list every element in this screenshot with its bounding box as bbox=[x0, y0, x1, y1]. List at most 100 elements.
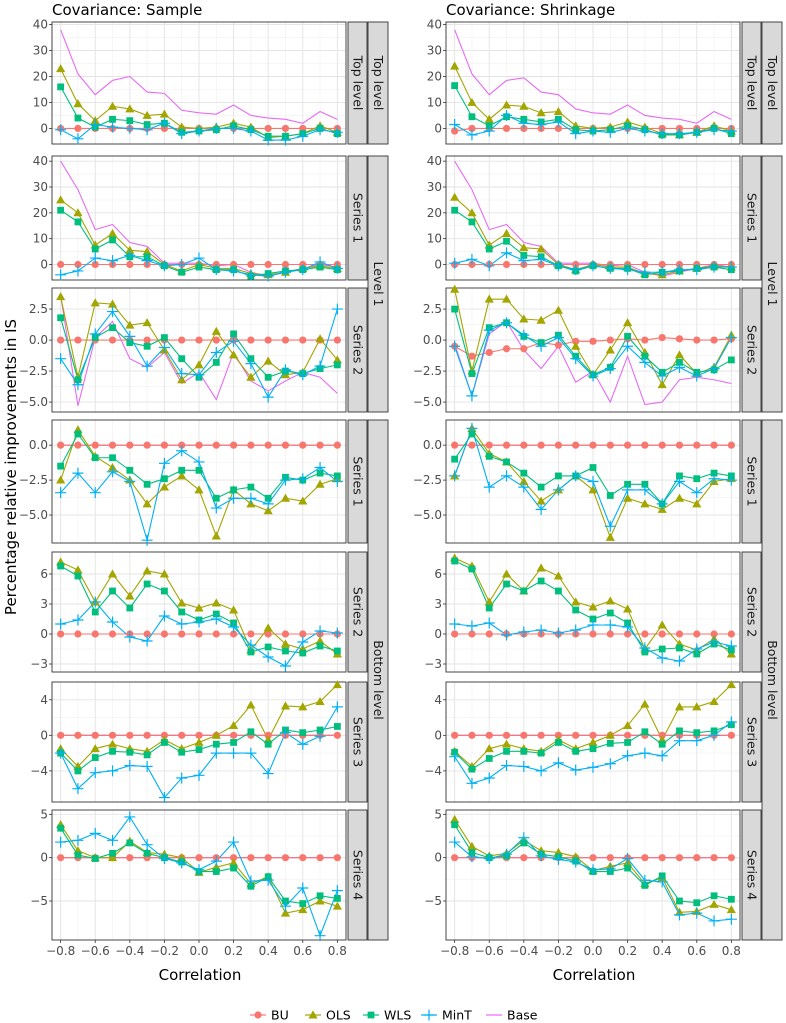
point-mint bbox=[725, 125, 737, 137]
point-mint bbox=[262, 391, 274, 403]
point-mint bbox=[193, 769, 205, 781]
point-bu bbox=[641, 441, 649, 449]
point-wls bbox=[74, 218, 82, 226]
panel-border bbox=[51, 681, 347, 803]
point-wls bbox=[468, 430, 476, 438]
point-ols bbox=[142, 566, 152, 575]
point-ols bbox=[280, 493, 291, 502]
point-wls bbox=[57, 824, 65, 832]
point-mint bbox=[262, 874, 274, 886]
point-mint bbox=[501, 247, 513, 259]
point-mint bbox=[518, 329, 530, 341]
point-wls bbox=[727, 356, 735, 364]
point-wls bbox=[230, 486, 237, 494]
point-bu bbox=[675, 441, 684, 449]
y-tick-label: 20 bbox=[33, 206, 48, 220]
point-ols bbox=[280, 701, 291, 710]
point-ols bbox=[56, 195, 66, 204]
point-wls bbox=[91, 855, 99, 862]
y-tick-label: 0.0 bbox=[29, 438, 48, 452]
point-bu bbox=[502, 260, 511, 269]
point-bu bbox=[281, 124, 290, 133]
y-tick-label: −3 bbox=[30, 657, 48, 671]
point-bu bbox=[108, 441, 117, 449]
point-ols bbox=[501, 100, 512, 109]
panel-c0-r0: 0 10 20 30 40 Top level bbox=[33, 18, 368, 146]
point-mint bbox=[604, 126, 616, 138]
point-wls bbox=[606, 739, 614, 747]
point-wls bbox=[91, 608, 99, 616]
point-mint bbox=[331, 126, 343, 138]
point-bu bbox=[178, 441, 186, 449]
point-mint bbox=[279, 266, 291, 278]
point-mint bbox=[449, 836, 461, 848]
point-mint bbox=[89, 328, 101, 340]
point-mint bbox=[55, 353, 67, 365]
point-mint bbox=[176, 772, 188, 784]
point-mint bbox=[483, 324, 495, 336]
y-tick-label: 0.0 bbox=[423, 333, 442, 347]
row-strip-label: Series 2 bbox=[351, 325, 366, 375]
panel-c0-r4: −3 0 3 6 Series 2 bbox=[30, 551, 368, 673]
point-mint bbox=[331, 627, 343, 639]
point-mint bbox=[141, 760, 153, 772]
point-wls bbox=[624, 864, 631, 872]
row-strip-label: Series 3 bbox=[745, 717, 760, 767]
point-mint bbox=[604, 363, 616, 375]
point-ols bbox=[90, 744, 100, 753]
x-axis-label-right: Correlation bbox=[553, 966, 636, 984]
point-wls bbox=[57, 206, 65, 214]
point-mint bbox=[656, 498, 668, 510]
point-ols bbox=[177, 375, 187, 384]
point-bu bbox=[451, 127, 459, 135]
legend-item-base: Base bbox=[486, 1008, 538, 1023]
point-bu bbox=[212, 441, 220, 449]
point-mint bbox=[314, 462, 326, 474]
point-ols bbox=[726, 905, 736, 914]
point-mint bbox=[124, 249, 136, 261]
panel-border bbox=[445, 419, 741, 544]
panel-border bbox=[51, 155, 347, 281]
group-strip-label: Bottom level bbox=[371, 640, 386, 720]
point-wls bbox=[212, 740, 220, 748]
point-ols bbox=[332, 680, 342, 689]
point-mint bbox=[245, 747, 257, 759]
point-bu bbox=[264, 260, 272, 269]
point-mint bbox=[193, 456, 205, 468]
point-mint bbox=[535, 765, 547, 777]
row-strip-label: Series 1 bbox=[745, 456, 760, 506]
point-wls bbox=[485, 604, 493, 612]
point-wls bbox=[178, 748, 186, 756]
point-bu bbox=[195, 731, 203, 739]
point-bu bbox=[485, 731, 493, 739]
point-bu bbox=[606, 336, 614, 344]
point-ols bbox=[142, 246, 152, 256]
point-bu bbox=[299, 336, 307, 344]
point-mint bbox=[466, 851, 478, 863]
point-mint bbox=[639, 642, 651, 654]
point-bu bbox=[451, 441, 459, 449]
point-mint bbox=[708, 915, 720, 927]
legend-label: Base bbox=[507, 1008, 538, 1023]
y-tick-label: −5 bbox=[30, 894, 48, 908]
point-bu bbox=[281, 630, 290, 638]
point-ols bbox=[726, 649, 736, 658]
point-bu bbox=[572, 731, 580, 739]
x-tick-label: 0.8 bbox=[722, 944, 741, 958]
point-mint bbox=[210, 747, 222, 759]
point-mint bbox=[691, 643, 703, 655]
point-wls bbox=[468, 370, 476, 377]
point-bu bbox=[520, 854, 528, 862]
point-wls bbox=[710, 892, 718, 900]
point-ols bbox=[709, 899, 719, 908]
point-mint bbox=[708, 729, 720, 741]
x-tick-label: −0.4 bbox=[509, 944, 538, 958]
point-wls bbox=[468, 565, 476, 573]
panel-border bbox=[445, 155, 741, 281]
point-wls bbox=[503, 237, 510, 245]
point-mint bbox=[228, 335, 240, 347]
point-ols bbox=[73, 208, 83, 217]
point-wls bbox=[212, 494, 220, 502]
point-mint bbox=[331, 476, 343, 487]
panel-c1-r1: 0 10 20 30 40 Series 1 bbox=[427, 154, 762, 281]
